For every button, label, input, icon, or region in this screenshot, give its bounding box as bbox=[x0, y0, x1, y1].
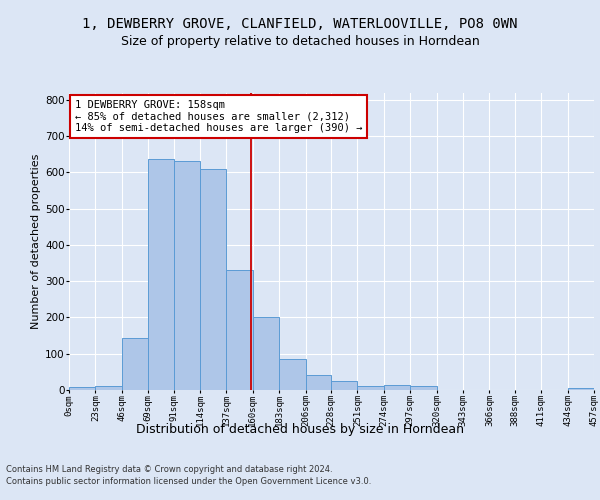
Bar bbox=[226, 270, 253, 390]
Bar bbox=[69, 388, 95, 390]
Bar bbox=[200, 170, 226, 390]
Bar bbox=[279, 359, 305, 390]
Bar bbox=[148, 158, 173, 390]
Bar bbox=[305, 375, 331, 390]
Bar bbox=[384, 386, 410, 390]
Text: Contains public sector information licensed under the Open Government Licence v3: Contains public sector information licen… bbox=[6, 478, 371, 486]
Bar bbox=[410, 386, 437, 390]
Text: Size of property relative to detached houses in Horndean: Size of property relative to detached ho… bbox=[121, 35, 479, 48]
Text: 1 DEWBERRY GROVE: 158sqm
← 85% of detached houses are smaller (2,312)
14% of sem: 1 DEWBERRY GROVE: 158sqm ← 85% of detach… bbox=[75, 100, 362, 133]
Bar bbox=[122, 338, 148, 390]
Text: Contains HM Land Registry data © Crown copyright and database right 2024.: Contains HM Land Registry data © Crown c… bbox=[6, 465, 332, 474]
Bar bbox=[568, 388, 594, 390]
Text: 1, DEWBERRY GROVE, CLANFIELD, WATERLOOVILLE, PO8 0WN: 1, DEWBERRY GROVE, CLANFIELD, WATERLOOVI… bbox=[82, 18, 518, 32]
Y-axis label: Number of detached properties: Number of detached properties bbox=[31, 154, 41, 329]
Bar bbox=[95, 386, 122, 390]
Bar bbox=[253, 318, 279, 390]
Bar bbox=[331, 380, 358, 390]
Bar bbox=[173, 162, 200, 390]
Text: Distribution of detached houses by size in Horndean: Distribution of detached houses by size … bbox=[136, 422, 464, 436]
Bar bbox=[358, 386, 384, 390]
